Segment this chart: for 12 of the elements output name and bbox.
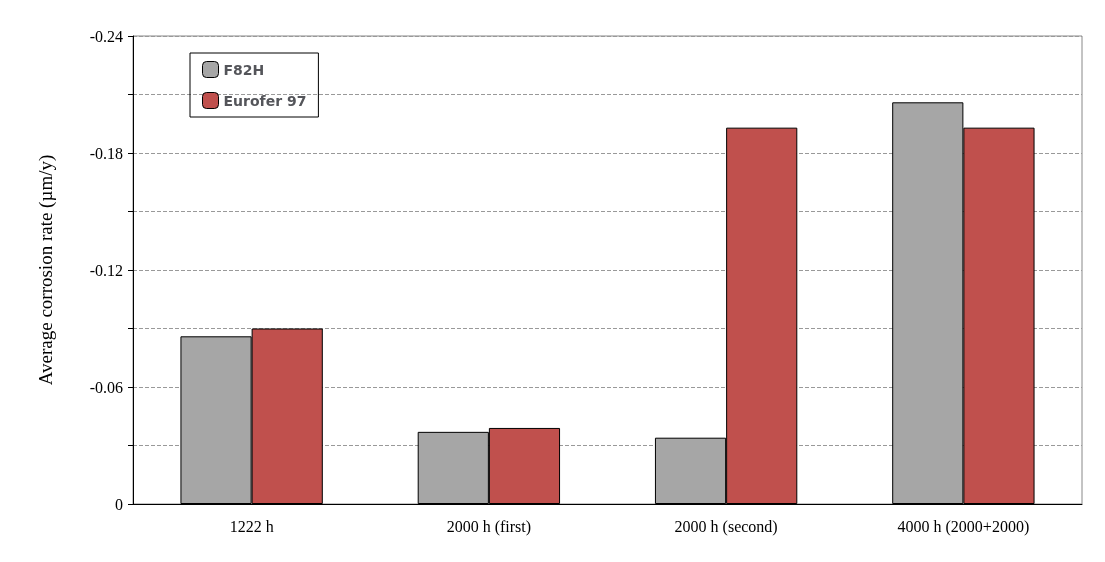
x-tick-label: 2000 h (second) xyxy=(674,517,778,536)
x-tick-label: 1222 h xyxy=(229,517,274,535)
x-tick-label: 2000 h (first) xyxy=(446,517,532,536)
y-tick-label: -0.24 xyxy=(89,27,123,45)
y-tick-label: -0.18 xyxy=(89,144,123,162)
y-tick-label: -0.12 xyxy=(89,261,123,279)
y-tick-label: 0 xyxy=(115,495,123,513)
y-axis-title: Average corrosion rate (µm/y) xyxy=(35,154,57,386)
legend-label: F82H xyxy=(223,61,265,78)
x-tick-label: 4000 h (2000+2000) xyxy=(897,517,1030,536)
y-tick-label: -0.06 xyxy=(89,378,123,396)
legend-label: Eurofer 97 xyxy=(223,92,307,109)
